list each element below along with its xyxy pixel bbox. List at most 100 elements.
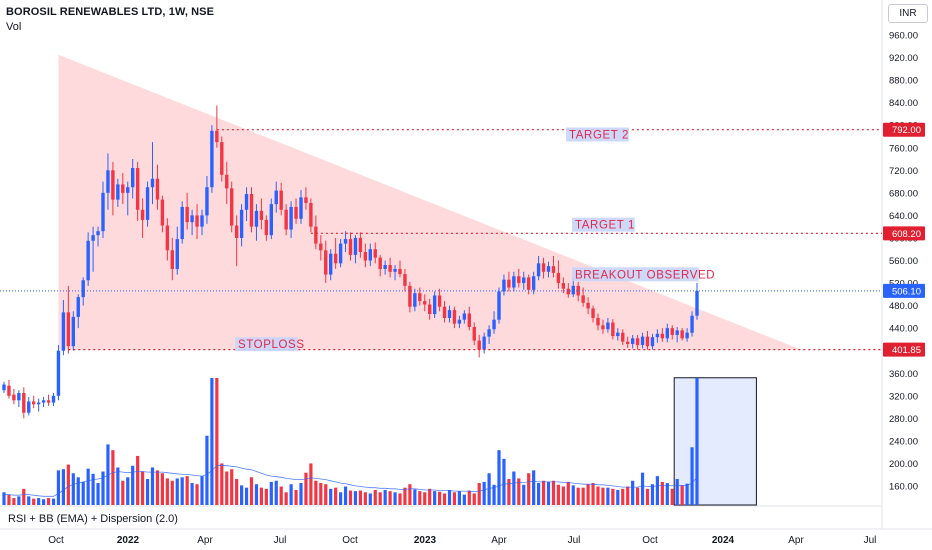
candle-body bbox=[66, 312, 71, 347]
time-tick-label: Jul bbox=[864, 535, 877, 546]
candle bbox=[259, 198, 264, 230]
price-tick-label: 720.00 bbox=[889, 166, 918, 177]
volume-bar bbox=[611, 488, 615, 505]
volume-bar bbox=[2, 492, 6, 505]
volume-bar bbox=[576, 487, 580, 505]
candle-body bbox=[467, 313, 471, 328]
candle bbox=[383, 260, 387, 275]
candle-body bbox=[61, 312, 66, 351]
candle-body bbox=[314, 226, 318, 244]
volume-bar bbox=[537, 483, 541, 505]
volume-bar bbox=[299, 483, 303, 505]
target-2-level-tag-label: 792.00 bbox=[892, 125, 921, 136]
candle-body bbox=[527, 277, 531, 290]
candle bbox=[576, 281, 580, 302]
candle-body bbox=[279, 190, 283, 210]
candle bbox=[61, 299, 66, 356]
candle-body bbox=[596, 318, 600, 326]
volume-bar bbox=[551, 480, 556, 505]
price-tick-label: 840.00 bbox=[889, 98, 918, 109]
volume-bar bbox=[472, 493, 476, 505]
candle-body bbox=[630, 338, 635, 344]
candle-body bbox=[640, 336, 645, 346]
candle bbox=[111, 161, 115, 216]
candle-body bbox=[165, 225, 170, 251]
candle-body bbox=[264, 219, 269, 236]
volume-bar bbox=[150, 467, 155, 505]
volume-bar bbox=[502, 458, 506, 505]
candle bbox=[393, 265, 397, 281]
volume-bar bbox=[116, 467, 120, 505]
candle-body bbox=[655, 333, 660, 338]
volume-bar bbox=[561, 486, 565, 505]
volume-bar bbox=[274, 480, 278, 505]
volume-bar bbox=[220, 463, 224, 505]
candle bbox=[398, 260, 402, 278]
candle bbox=[284, 204, 288, 236]
volume-bar bbox=[170, 480, 174, 505]
candle-body bbox=[695, 290, 699, 316]
candle bbox=[185, 192, 189, 230]
indicator-label[interactable]: RSI + BB (EMA) + Dispersion (2.0) bbox=[8, 513, 178, 525]
candle bbox=[586, 297, 590, 315]
volume-bar bbox=[517, 478, 521, 505]
candle-body bbox=[41, 400, 46, 403]
candle-body bbox=[160, 199, 165, 226]
price-tick-label: 920.00 bbox=[889, 53, 918, 64]
candle bbox=[225, 161, 229, 205]
candle bbox=[121, 173, 125, 205]
volume-bar bbox=[215, 378, 219, 505]
candle bbox=[66, 285, 71, 354]
candle bbox=[239, 204, 244, 247]
time-tick-label: Jul bbox=[274, 535, 287, 546]
time-tick-label: Apr bbox=[491, 535, 507, 546]
volume-bar bbox=[403, 487, 407, 505]
candle bbox=[650, 333, 655, 350]
volume-bar bbox=[527, 473, 531, 505]
volume-bar bbox=[249, 477, 254, 505]
candle bbox=[195, 204, 199, 240]
volume-bar bbox=[22, 488, 26, 505]
symbol-title[interactable]: BOROSIL RENEWABLES LTD, 1W, NSE bbox=[6, 6, 215, 18]
candle bbox=[338, 239, 343, 268]
candle bbox=[591, 305, 595, 323]
breakout-annotation: BREAKOUT OBSERVED bbox=[575, 269, 715, 281]
volume-bar bbox=[393, 492, 397, 505]
candle-body bbox=[477, 340, 481, 350]
candle bbox=[86, 232, 90, 286]
candle-body bbox=[106, 170, 110, 193]
candle bbox=[655, 329, 660, 343]
candle bbox=[566, 283, 570, 298]
currency-button[interactable]: INR bbox=[888, 4, 928, 23]
volume-bar bbox=[289, 484, 293, 505]
candle bbox=[101, 181, 105, 238]
candle bbox=[403, 268, 407, 292]
candle-body bbox=[324, 250, 328, 275]
volume-bar bbox=[591, 483, 595, 505]
volume-bar bbox=[56, 470, 61, 505]
candle-body bbox=[601, 325, 605, 330]
candle-body bbox=[200, 215, 204, 227]
candle-body bbox=[7, 385, 11, 396]
candle-body bbox=[2, 384, 6, 391]
candle bbox=[254, 204, 259, 241]
candle bbox=[190, 209, 194, 236]
price-tick-label: 480.00 bbox=[889, 301, 918, 312]
candle-body bbox=[442, 306, 447, 319]
stoploss-level-tag-label: 401.85 bbox=[892, 345, 921, 356]
candle-body bbox=[175, 239, 179, 269]
volume-bar bbox=[324, 484, 328, 505]
candle-body bbox=[71, 316, 75, 347]
volume-bar bbox=[66, 464, 70, 505]
target-1-annotation-bg bbox=[572, 217, 635, 232]
volume-bar bbox=[46, 498, 51, 505]
volume-bar bbox=[457, 491, 461, 505]
candle bbox=[502, 274, 506, 296]
volume-bar bbox=[86, 468, 90, 505]
volume-bar bbox=[546, 481, 551, 505]
candle bbox=[126, 181, 130, 216]
candle bbox=[234, 215, 239, 267]
volume-bar bbox=[433, 491, 437, 505]
candle bbox=[432, 291, 437, 319]
